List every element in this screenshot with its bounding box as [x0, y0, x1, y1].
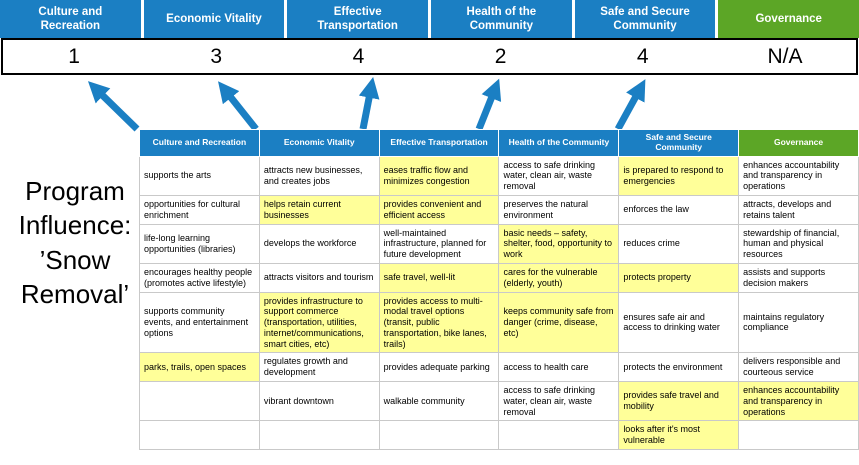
matrix-cell-provides-safe-travel-and-mobility: provides safe travel and mobility [618, 381, 740, 422]
matrix-cell-supports-community-events-and-entertainm: supports community events, and entertain… [139, 291, 260, 354]
score-economic-vitality: 3 [210, 44, 223, 68]
matrix-header-culture-and-recreation: Culture and Recreation [139, 129, 260, 157]
matrix-row-5: supports community events, and entertain… [139, 291, 859, 354]
matrix-cell-enhances-accountability-and-transparency: enhances accountability and transparency… [738, 381, 859, 422]
matrix-cell-basic-needs-safety-shelter-food-opportun: basic needs – safety, shelter, food, opp… [498, 223, 620, 264]
matrix-cell-is-prepared-to-respond-to-emergencies: is prepared to respond to emergencies [618, 155, 740, 196]
matrix-row-8: looks after it's most vulnerable [139, 420, 859, 451]
category-header-culture-and-recreation: Culture and Recreation [0, 0, 141, 38]
matrix-cell-maintains-regulatory-compliance: maintains regulatory compliance [738, 291, 859, 354]
influence-matrix: Culture and Recreation Economic Vitality E… [139, 129, 859, 451]
category-header-economic-vitality: Economic Vitality [143, 0, 285, 38]
matrix-cell-safe-travel-well-lit: safe travel, well-lit [378, 262, 500, 293]
matrix-cell-ensures-safe-air-and-access-to-drinking-: ensures safe air and access to drinking … [618, 291, 740, 354]
category-header-row: Culture and Recreation Economic Vitality E… [0, 0, 859, 38]
score-effective-transportation: 4 [352, 44, 365, 68]
score-row: 1 3 4 2 4 N/A [1, 38, 858, 75]
matrix-cell-walkable-community: walkable community [378, 381, 500, 422]
matrix-cell-parks-trails-open-spaces: parks, trails, open spaces [139, 352, 260, 383]
matrix-row-7: vibrant downtown walkable community access… [139, 381, 859, 422]
matrix-header-governance: Governance [738, 129, 859, 157]
matrix-cell-helps-retain-current-businesses: helps retain current businesses [258, 194, 380, 225]
matrix-cell-opportunities-for-cultural-enrichment: opportunities for cultural enrichment [139, 194, 260, 225]
matrix-header-row: Culture and Recreation Economic Vitality E… [139, 129, 859, 157]
matrix-cell-enhances-accountability-and-transparency: enhances accountability and transparency… [738, 155, 859, 196]
matrix-header-effective-transportation: Effective Transportation [378, 129, 500, 157]
up-arrow-icon [87, 81, 140, 132]
matrix-cell-provides-adequate-parking: provides adequate parking [378, 352, 500, 383]
matrix-row-2: opportunities for cultural enrichment hel… [139, 194, 859, 225]
up-arrow-icon [218, 81, 259, 132]
matrix-cell-attracts-visitors-and-tourism: attracts visitors and tourism [258, 262, 380, 293]
score-governance: N/A [767, 44, 803, 68]
matrix-cell-empty [378, 420, 500, 451]
matrix-cell-provides-convenient-and-efficient-access: provides convenient and efficient access [378, 194, 500, 225]
matrix-row-1: supports the arts attracts new businesses… [139, 155, 859, 196]
category-header-effective-transportation: Effective Transportation [287, 0, 429, 38]
matrix-cell-supports-the-arts: supports the arts [139, 155, 260, 196]
matrix-cell-provides-infrastructure-to-support-comme: provides infrastructure to support comme… [258, 291, 380, 354]
score-health-of-the-community: 2 [494, 44, 507, 68]
matrix-cell-assists-and-supports-decision-makers: assists and supports decision makers [738, 262, 859, 293]
matrix-cell-protects-property: protects property [618, 262, 740, 293]
matrix-row-6: parks, trails, open spaces regulates grow… [139, 352, 859, 383]
matrix-cell-protects-the-environment: protects the environment [618, 352, 740, 383]
category-header-safe-and-secure-community: Safe and Secure Community [574, 0, 716, 38]
score-culture-and-recreation: 1 [68, 44, 80, 68]
up-arrow-icon [475, 78, 502, 131]
score-safe-and-secure-community: 4 [636, 44, 649, 68]
matrix-row-3: life-long learning opportunities (librar… [139, 223, 859, 264]
matrix-header-health-of-the-community: Health of the Community [498, 129, 620, 157]
matrix-cell-eases-traffic-flow-and-minimizes-congest: eases traffic flow and minimizes congest… [378, 155, 500, 196]
matrix-cell-life-long-learning-opportunities-librari: life-long learning opportunities (librar… [139, 223, 260, 264]
matrix-cell-reduces-crime: reduces crime [618, 223, 740, 264]
up-arrow-icon [614, 79, 646, 131]
matrix-cell-access-to-safe-drinking-water-clean-air-: access to safe drinking water, clean air… [498, 155, 620, 196]
matrix-cell-attracts-new-businesses-and-creates-jobs: attracts new businesses, and creates job… [258, 155, 380, 196]
matrix-cell-access-to-health-care: access to health care [498, 352, 620, 383]
matrix-cell-provides-access-to-multi-modal-travel-op: provides access to multi-modal travel op… [378, 291, 500, 354]
matrix-cell-encourages-healthy-people-promotes-activ: encourages healthy people (promotes acti… [139, 262, 260, 293]
category-header-health-of-the-community: Health of the Community [431, 0, 572, 38]
matrix-cell-preserves-the-natural-environment: preserves the natural environment [498, 194, 620, 225]
matrix-cell-keeps-community-safe-from-danger-crime-d: keeps community safe from danger (crime,… [498, 291, 620, 354]
matrix-header-economic-vitality: Economic Vitality [258, 129, 380, 157]
matrix-cell-develops-the-workforce: develops the workforce [258, 223, 380, 264]
matrix-cell-stewardship-of-financial-human-and-physi: stewardship of financial, human and phys… [738, 223, 859, 264]
matrix-row-4: encourages healthy people (promotes acti… [139, 262, 859, 293]
matrix-cell-empty [139, 381, 260, 422]
matrix-cell-attracts-develops-and-retains-talent: attracts, develops and retains talent [738, 194, 859, 225]
matrix-cell-access-to-safe-drinking-water-clean-air-: access to safe drinking water, clean air… [498, 381, 620, 422]
matrix-header-safe-and-secure-community: Safe and Secure Community [618, 129, 740, 157]
category-header-governance: Governance [718, 0, 859, 38]
matrix-cell-well-maintained-infrastructure-planned-f: well-maintained infrastructure, planned … [378, 223, 500, 264]
matrix-cell-empty [738, 420, 859, 451]
matrix-cell-looks-after-it-s-most-vulnerable: looks after it's most vulnerable [618, 420, 740, 451]
matrix-cell-cares-for-the-vulnerable-elderly-youth: cares for the vulnerable (elderly, youth… [498, 262, 620, 293]
matrix-cell-empty [139, 420, 260, 451]
matrix-cell-enforces-the-law: enforces the law [618, 194, 740, 225]
up-arrow-icon [358, 77, 380, 130]
matrix-cell-empty [498, 420, 620, 451]
matrix-cell-vibrant-downtown: vibrant downtown [258, 381, 380, 422]
program-title: Program Influence: ’Snow Removal’ [18, 176, 132, 309]
matrix-cell-delivers-responsible-and-courteous-servi: delivers responsible and courteous servi… [738, 352, 859, 383]
arrows-layer [87, 77, 646, 132]
matrix-cell-empty [258, 420, 380, 451]
matrix-cell-regulates-growth-and-development: regulates growth and development [258, 352, 380, 383]
